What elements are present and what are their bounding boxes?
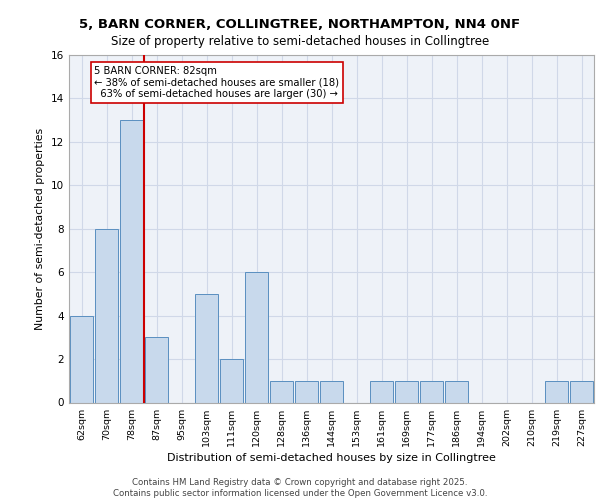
Bar [320, 381, 343, 402]
Y-axis label: Number of semi-detached properties: Number of semi-detached properties [35, 128, 46, 330]
Bar [145, 338, 169, 402]
Bar [245, 272, 268, 402]
Bar [295, 381, 319, 402]
Bar [269, 381, 293, 402]
Bar [119, 120, 143, 403]
Text: Size of property relative to semi-detached houses in Collingtree: Size of property relative to semi-detach… [111, 35, 489, 48]
Bar [445, 381, 469, 402]
Bar [95, 229, 118, 402]
Bar [395, 381, 418, 402]
Bar [545, 381, 568, 402]
Bar [419, 381, 443, 402]
X-axis label: Distribution of semi-detached houses by size in Collingtree: Distribution of semi-detached houses by … [167, 452, 496, 462]
Text: Contains HM Land Registry data © Crown copyright and database right 2025.
Contai: Contains HM Land Registry data © Crown c… [113, 478, 487, 498]
Bar [370, 381, 394, 402]
Bar [569, 381, 593, 402]
Bar [194, 294, 218, 403]
Bar [70, 316, 94, 402]
Text: 5 BARN CORNER: 82sqm
← 38% of semi-detached houses are smaller (18)
  63% of sem: 5 BARN CORNER: 82sqm ← 38% of semi-detac… [94, 66, 339, 99]
Text: 5, BARN CORNER, COLLINGTREE, NORTHAMPTON, NN4 0NF: 5, BARN CORNER, COLLINGTREE, NORTHAMPTON… [79, 18, 521, 30]
Bar [220, 359, 244, 403]
